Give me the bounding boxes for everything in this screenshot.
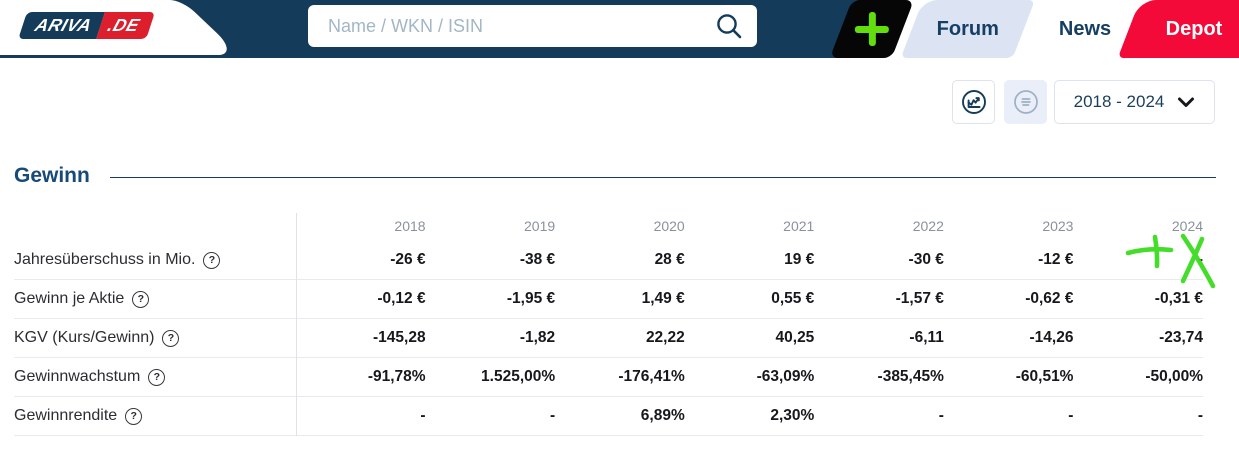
search-box[interactable] [308,5,757,47]
value-cell: -385,45% [877,368,944,385]
row-label: Jahresüberschuss in Mio.? [14,251,296,269]
row-label-text: Gewinnrendite [14,407,118,424]
value-cell: 2,30% [770,407,815,424]
heading-rule [109,177,1216,178]
row-label-text: KGV (Kurs/Gewinn) [14,329,155,346]
year-header: 2024 [1171,218,1204,234]
value-cell: -1,57 € [895,290,944,307]
row-label-text: Gewinnwachstum [14,368,141,385]
row-label: Gewinnrendite? [14,407,296,425]
year-header: 2019 [524,218,556,234]
value-cell: -23,74 [1159,329,1204,346]
column-divider [296,213,297,436]
row-label-text: Gewinn je Aktie [14,290,125,307]
table-row: Gewinnrendite? - - 6,89% 2,30% - - - [14,397,1203,436]
add-icon [855,12,889,46]
top-navbar: ARIVA .DE Forum News Depot [0,0,1239,58]
row-label: Gewinn je Aktie? [14,290,296,308]
value-cell: -0,12 € [377,290,426,307]
chart-view-button[interactable] [952,80,995,124]
section-heading: Gewinn [14,164,1216,188]
gewinn-table: 2018 2019 2020 2021 2022 2023 2024 Jahresübers… [14,211,1203,436]
section-title: Gewinn [14,164,90,187]
row-label-text: Jahresüberschuss in Mio. [14,251,196,268]
value-cell: 0,55 € [771,290,815,307]
list-view-button[interactable] [1004,80,1047,124]
value-cell: -30 € [908,251,944,268]
value-cell: 6,89% [640,407,685,424]
value-cell: 40,25 [775,329,815,346]
value-cell: 1,49 € [641,290,685,307]
help-icon[interactable]: ? [125,407,143,425]
value-cell: -1,95 € [506,290,556,307]
help-icon[interactable]: ? [132,290,150,308]
list-icon [1012,88,1040,116]
depot-label: Depot [1165,17,1223,40]
table-header-row: 2018 2019 2020 2021 2022 2023 2024 [14,211,1203,241]
value-cell: -12 € [1038,251,1074,268]
period-dropdown[interactable]: 2018 - 2024 [1054,80,1215,124]
search-icon[interactable] [714,11,744,41]
table-body: Jahresüberschuss in Mio.? -26 € -38 € 28 € 1… [14,241,1203,436]
year-header: 2023 [1042,218,1074,234]
value-cell: -60,51% [1015,368,1074,385]
row-label: KGV (Kurs/Gewinn)? [14,329,296,347]
value-cell: -26 € [390,251,426,268]
help-icon[interactable]: ? [203,251,221,269]
year-header: 2020 [653,218,685,234]
value-cell: -6,11 [909,329,944,346]
tab-forum[interactable]: Forum [900,0,1035,58]
table-row: Gewinnwachstum? -91,78% 1.525,00% -176,41% -… [14,358,1203,397]
value-cell: -91,78% [367,368,426,385]
value-cell: -1,82 [519,329,556,346]
value-cell: -50,00% [1145,368,1204,385]
tab-news[interactable]: News [1035,0,1135,58]
value-cell: - [420,407,426,424]
forum-label: Forum [936,17,999,40]
year-header: 2022 [912,218,944,234]
value-cell: - [938,407,944,424]
period-value: 2018 - 2024 [1073,92,1165,111]
value-cell: 22,22 [645,329,685,346]
news-label: News [1058,17,1112,40]
value-cell: -0,62 € [1025,290,1074,307]
value-cell: - [1197,251,1204,268]
ariva-logo[interactable]: ARIVA .DE [18,12,156,39]
value-cell: 28 € [654,251,685,268]
value-cell: -145,28 [373,329,426,346]
value-cell: -176,41% [618,368,685,385]
row-label: Gewinnwachstum? [14,368,296,386]
help-icon[interactable]: ? [162,329,180,347]
value-cell: -14,26 [1029,329,1074,346]
logo-brand-text: ARIVA [18,12,105,39]
search-input[interactable] [326,14,714,38]
year-header: 2018 [394,218,426,234]
year-header: 2021 [783,218,815,234]
value-cell: - [1068,407,1074,424]
logo-tld-text: .DE [95,12,156,39]
help-icon[interactable]: ? [148,368,166,386]
value-cell: -0,31 € [1154,290,1204,307]
value-cell: - [549,407,556,424]
chevron-down-icon [1177,97,1195,108]
value-cell: -63,09% [756,368,815,385]
table-row: KGV (Kurs/Gewinn)? -145,28 -1,82 22,22 40,25… [14,319,1203,358]
table-row: Gewinn je Aktie? -0,12 € -1,95 € 1,49 € 0,55… [14,280,1203,319]
line-chart-icon [960,88,988,116]
table-row: Jahresüberschuss in Mio.? -26 € -38 € 28 € 1… [14,241,1203,280]
tab-depot[interactable]: Depot [1117,0,1239,58]
value-cell: 1.525,00% [481,368,556,385]
value-cell: - [1197,407,1204,424]
value-cell: 19 € [784,251,815,268]
value-cell: -38 € [519,251,556,268]
